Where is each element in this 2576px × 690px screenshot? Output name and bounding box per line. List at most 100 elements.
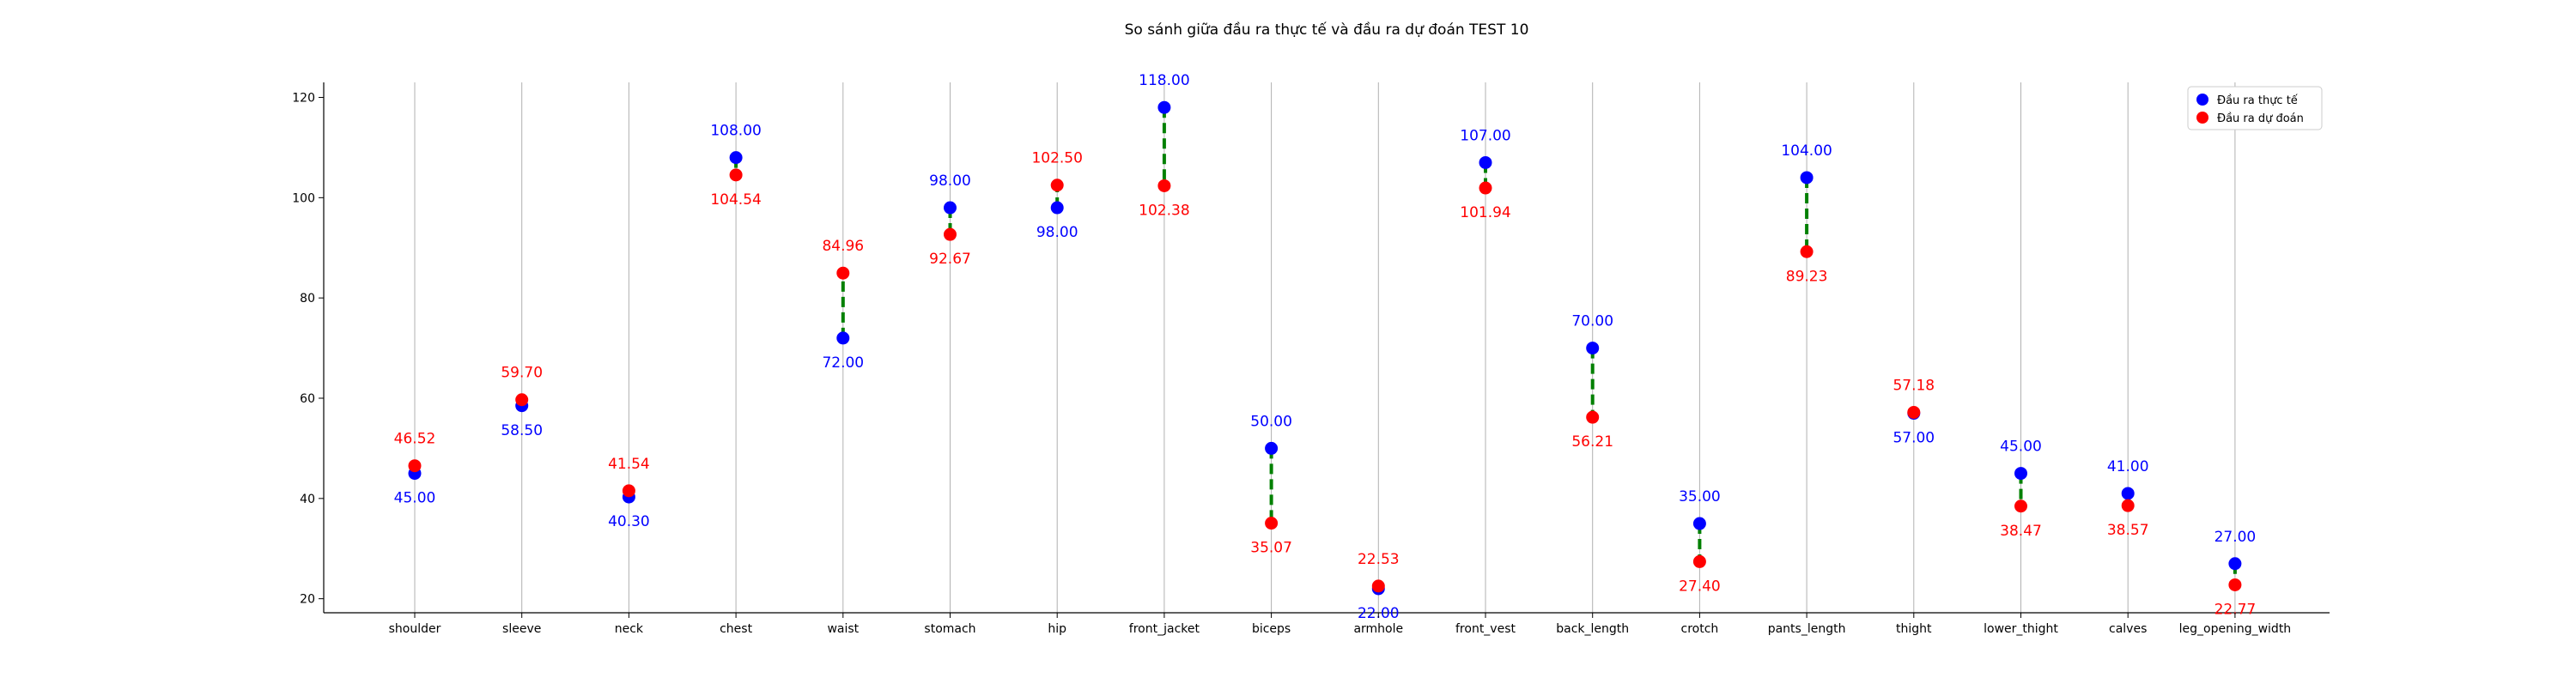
predicted-value-label: 46.52	[394, 431, 436, 448]
chart-title: So sánh giữa đầu ra thực tế và đầu ra dự…	[1125, 21, 1529, 39]
actual-value-label: 72.00	[822, 354, 864, 372]
x-tick-label: front_vest	[1455, 622, 1516, 636]
x-tick-label: calves	[2109, 622, 2147, 636]
predicted-value-label: 101.94	[1460, 204, 1510, 221]
actual-point	[1265, 441, 1279, 455]
predicted-point	[729, 168, 743, 182]
actual-value-label: 45.00	[394, 490, 436, 507]
actual-value-label: 41.00	[2107, 458, 2149, 475]
predicted-value-label: 27.40	[1679, 578, 1721, 595]
x-tick-label: sleeve	[502, 622, 541, 636]
predicted-value-label: 102.38	[1139, 202, 1189, 219]
predicted-point	[1371, 579, 1385, 593]
actual-value-label: 50.00	[1250, 413, 1292, 430]
predicted-value-label: 38.57	[2107, 522, 2149, 539]
y-tick-label: 120	[292, 92, 315, 106]
predicted-value-label: 59.70	[501, 365, 543, 382]
x-tick-label: front_jacket	[1129, 622, 1200, 636]
x-tick-label: shoulder	[389, 622, 441, 636]
legend-actual-label: Đầu ra thực tế	[2217, 94, 2298, 107]
predicted-value-label: 89.23	[1786, 268, 1828, 285]
predicted-point	[2228, 578, 2242, 591]
actual-point	[1586, 342, 1600, 355]
actual-point	[2121, 487, 2135, 500]
predicted-value-label: 35.07	[1250, 540, 1292, 557]
x-tick-label: waist	[827, 622, 859, 636]
x-tick-label: lower_thight	[1984, 622, 2058, 636]
actual-value-label: 98.00	[1036, 224, 1078, 241]
actual-value-label: 58.50	[501, 422, 543, 439]
predicted-point	[1586, 410, 1600, 424]
x-tick-label: armhole	[1353, 622, 1403, 636]
x-tick-label: pants_length	[1768, 622, 1846, 636]
predicted-value-label: 38.47	[2000, 523, 2042, 540]
legend: Đầu ra thực tế Đầu ra dự đoán	[2187, 86, 2323, 130]
x-tick-label: thight	[1896, 622, 1932, 636]
predicted-value-label: 41.54	[608, 456, 650, 473]
predicted-point	[2121, 499, 2135, 512]
predicted-value-label: 57.18	[1893, 377, 1935, 394]
predicted-point	[836, 266, 850, 280]
y-tick-label: 100	[292, 191, 315, 205]
actual-point	[1050, 201, 1064, 215]
actual-point	[2228, 557, 2242, 571]
axes	[323, 82, 2330, 614]
data-labels: 45.00 46.52 58.50 59.70 40.30 41.54 108.00 104.…	[394, 72, 2257, 622]
actual-point	[836, 331, 850, 345]
y-tick-label: 40	[300, 493, 315, 506]
actual-value-label: 40.30	[608, 513, 650, 530]
tick-labels: 20 40 60 80 100 120 shoulder sleeve neck chest wai…	[292, 92, 2291, 636]
actual-point	[1157, 100, 1171, 114]
predicted-point	[515, 393, 529, 407]
x-tick-label: chest	[720, 622, 752, 636]
actual-point	[944, 201, 957, 215]
x-tick-label: crotch	[1681, 622, 1719, 636]
actual-value-label: 98.00	[929, 172, 971, 190]
x-tick-label: neck	[615, 622, 644, 636]
actual-value-label: 27.00	[2215, 529, 2257, 546]
actual-point	[1800, 171, 1814, 185]
actual-value-label: 108.00	[710, 123, 761, 140]
legend-actual-marker	[2196, 94, 2208, 106]
actual-value-label: 35.00	[1679, 488, 1721, 505]
predicted-point	[1800, 245, 1814, 258]
actual-point	[729, 151, 743, 165]
predicted-value-label: 22.53	[1358, 551, 1400, 568]
y-tick-label: 80	[300, 292, 315, 306]
predicted-value-label: 84.96	[822, 238, 864, 255]
connectors	[413, 107, 2237, 589]
predicted-value-label: 102.50	[1031, 150, 1082, 167]
predicted-point	[408, 459, 422, 473]
legend-box	[2187, 86, 2323, 130]
predicted-value-label: 92.67	[929, 251, 971, 268]
legend-predicted-label: Đầu ra dự đoán	[2217, 112, 2304, 125]
x-tick-label: hip	[1048, 622, 1066, 636]
actual-value-label: 104.00	[1781, 142, 1832, 160]
predicted-point	[622, 484, 635, 498]
actual-value-label: 45.00	[2000, 439, 2042, 456]
predicted-point	[1907, 405, 1921, 419]
predicted-point	[944, 227, 957, 241]
predicted-value-label: 22.77	[2215, 601, 2257, 618]
data-points	[408, 100, 2242, 596]
actual-value-label: 70.00	[1571, 313, 1613, 330]
predicted-point	[1265, 517, 1279, 530]
actual-point	[2014, 467, 2027, 481]
predicted-point	[1692, 554, 1706, 568]
grid-lines	[414, 82, 2236, 613]
predicted-point	[1050, 179, 1064, 192]
y-tick-label: 60	[300, 392, 315, 406]
x-tick-label: leg_opening_width	[2179, 622, 2292, 636]
predicted-point	[1479, 181, 1492, 195]
x-tick-label: biceps	[1252, 622, 1291, 636]
predicted-point	[1157, 179, 1171, 192]
actual-value-label: 107.00	[1460, 127, 1510, 144]
actual-point	[1692, 517, 1706, 530]
x-tick-label: stomach	[924, 622, 975, 636]
y-tick-label: 20	[300, 593, 315, 607]
predicted-value-label: 104.54	[710, 191, 761, 209]
actual-value-label: 57.00	[1893, 430, 1935, 447]
predicted-point	[2014, 499, 2027, 513]
